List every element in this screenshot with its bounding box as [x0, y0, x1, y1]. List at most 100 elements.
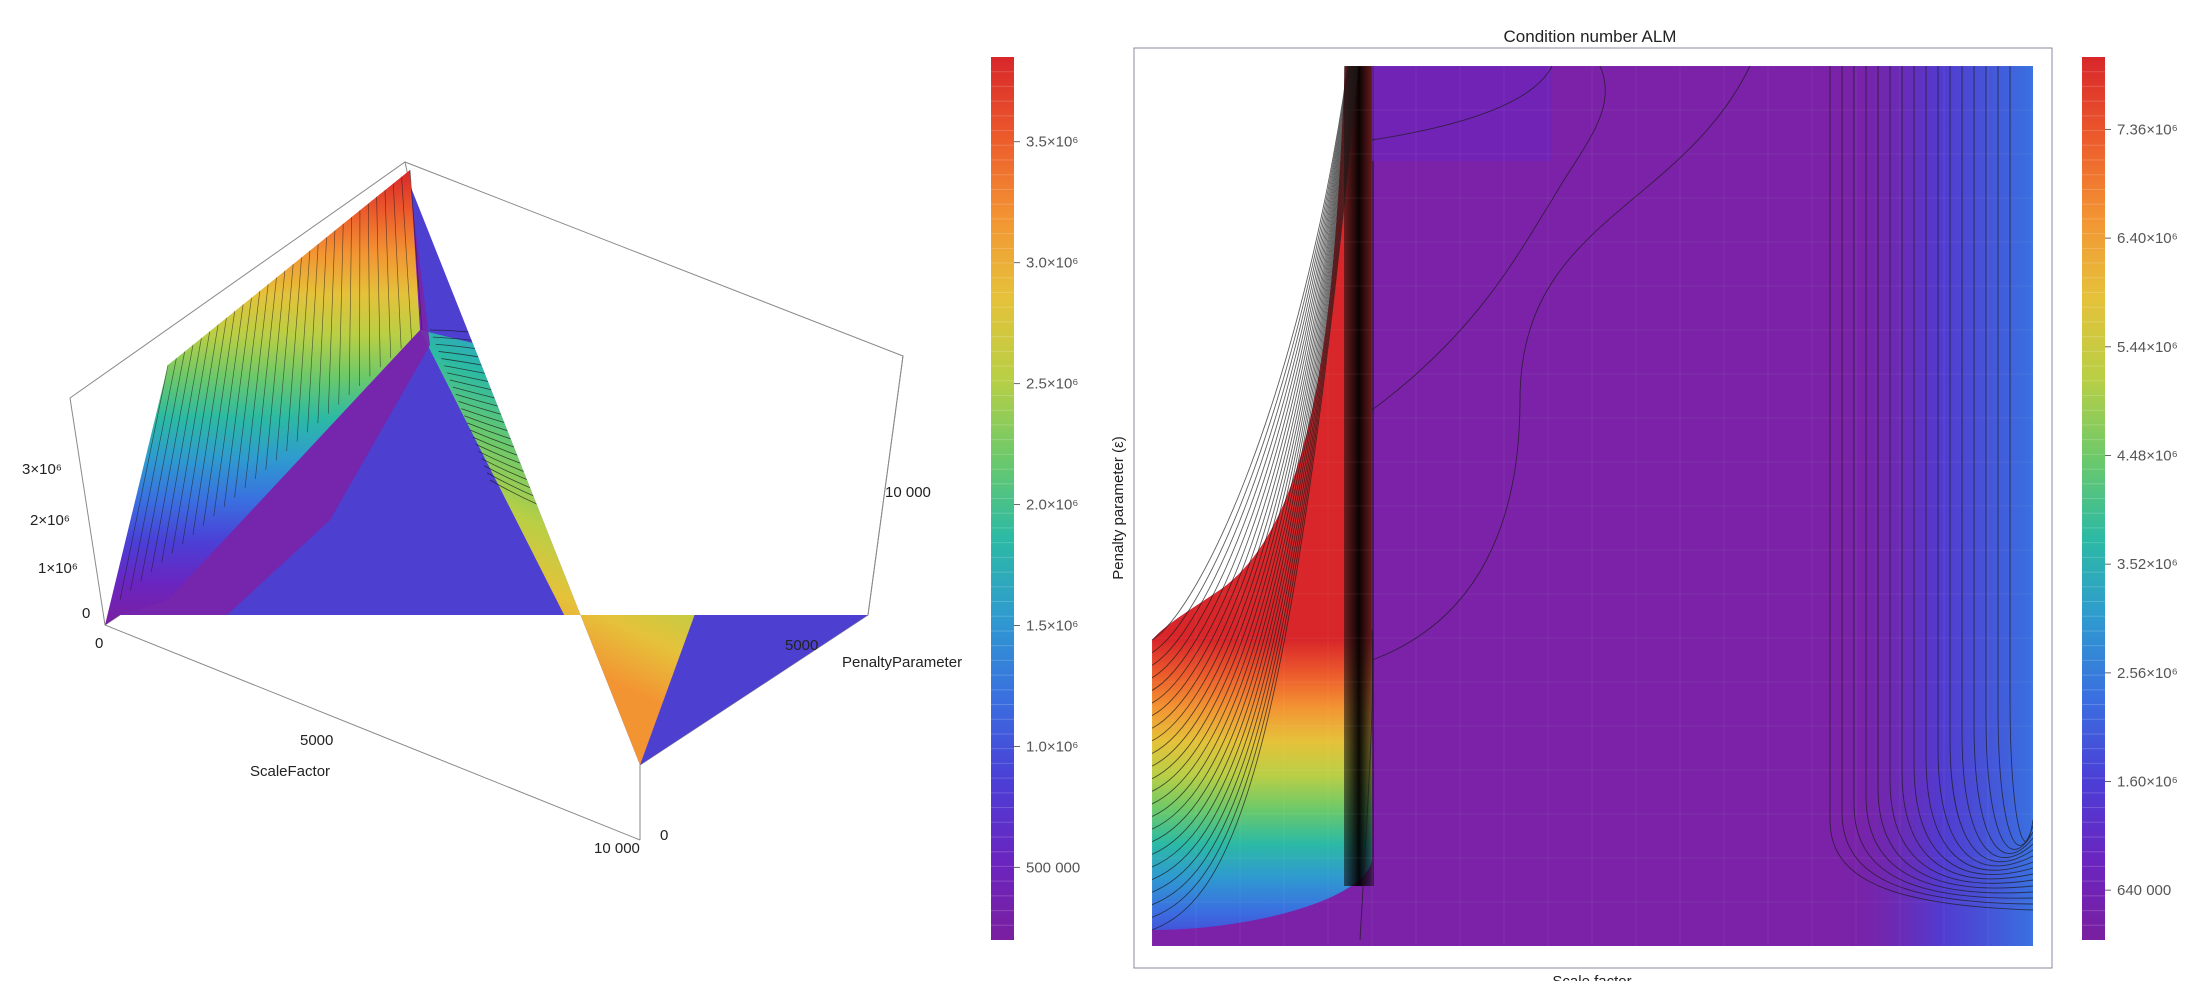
y-tick-label: 10 000 [885, 484, 931, 501]
heatmap-left-lobe [1152, 66, 1372, 930]
z-tick-label: 0 [82, 605, 90, 622]
z-tick-label: 2×10⁶ [30, 512, 70, 529]
heatmap-dark-band [1344, 66, 1374, 886]
heatmap-contour [1925, 66, 2033, 871]
y-tick-label: 5000 [785, 637, 818, 654]
colorbar-tick-label: 640 000 [2117, 882, 2171, 899]
heatmap-contour [1961, 66, 2033, 858]
heatmap-contour [1949, 66, 2033, 863]
surface-contour [478, 451, 868, 509]
colorbar-tick-label: 3.0×10⁶ [1026, 255, 1078, 272]
heatmap-contour [1853, 66, 2033, 899]
heatmap-contour [1152, 66, 1356, 843]
heatmap-y-label: Penalty parameter (ε) [1110, 436, 1127, 579]
heatmap-contour [1841, 66, 2033, 905]
colorbar-tick-label: 3.5×10⁶ [1026, 134, 1078, 151]
wall-mesh-line [192, 317, 227, 535]
surface-contour [486, 472, 868, 533]
colorbar-tick-label: 2.0×10⁶ [1026, 497, 1078, 514]
heatmap-contour [1152, 66, 1352, 717]
y-tick-label: 0 [660, 827, 668, 844]
heatmap-contour [2009, 66, 2033, 842]
heatmap-right-band [1830, 66, 2033, 946]
z-tick-label: 3×10⁶ [22, 461, 62, 478]
colorbar-tick-label: 1.5×10⁶ [1026, 618, 1078, 635]
wall-mesh-line [409, 169, 423, 331]
heatmap-contour [1152, 66, 1349, 641]
wall-mesh-line [171, 331, 211, 554]
surface-plot: 3×10⁶ 2×10⁶ 1×10⁶ 0 0 5000 10 000 ScaleF… [22, 161, 962, 857]
heatmap-contour [1152, 66, 1351, 704]
heatmap-contour [1152, 66, 1352, 729]
heatmap-contour [1913, 66, 2033, 875]
x-tick-label: 10 000 [594, 840, 640, 857]
surface-contour [469, 429, 868, 487]
wall-mesh-line [130, 358, 177, 591]
wall-mesh-line [392, 183, 402, 349]
wall-mesh-line [401, 176, 412, 340]
colorbar-tick-label: 5.44×10⁶ [2117, 339, 2178, 356]
colorbar-tick-label: 3.52×10⁶ [2117, 556, 2178, 573]
heatmap-contour [1371, 66, 1606, 411]
wall-mesh-line [327, 230, 336, 414]
x-tick-label: 0 [95, 635, 103, 652]
wall-mesh-line [119, 364, 169, 601]
heatmap-contour [1152, 66, 1353, 767]
colorbar-tick-label: 7.36×10⁶ [2117, 121, 2178, 138]
surface-contour [475, 443, 868, 501]
wall-mesh-line [384, 190, 392, 358]
heatmap-contour [1889, 66, 2033, 884]
wall-mesh-line [140, 351, 186, 582]
heatmap-contour [1152, 66, 1350, 666]
heatmap-contour [1371, 66, 1553, 141]
heatmap-contour [1359, 629, 1374, 941]
heatmap-contour [1865, 66, 2033, 894]
heatmap-x-label: Scale factor [1552, 973, 1631, 981]
surface-contour [481, 458, 868, 517]
heatmap-contour [1152, 66, 1355, 817]
heatmap-contour [1152, 66, 1351, 691]
colorbar-tick-label: 500 000 [1026, 859, 1080, 876]
colorbar-tick-label: 2.56×10⁶ [2117, 665, 2178, 682]
wall-mesh-line [244, 284, 269, 489]
surface-contour [464, 415, 868, 475]
heatmap-contour [1152, 66, 1358, 906]
heatmap-contour [1901, 66, 2033, 880]
colorbar-tick-label: 1.60×10⁶ [2117, 774, 2178, 791]
heatmap-blank-region [1152, 66, 1345, 640]
heatmap-contour [1152, 66, 1352, 742]
surface-contour [455, 393, 868, 467]
heatmap-contour [1152, 66, 1349, 653]
wall-mesh-line [213, 304, 244, 517]
wall-mesh-line [286, 257, 302, 452]
surface-contour [484, 465, 868, 525]
wall-mesh-line [367, 203, 371, 377]
surface-contour [458, 401, 868, 469]
wall-mesh-line [376, 196, 381, 368]
z-tick-label: 1×10⁶ [38, 560, 78, 577]
surface-contour [472, 436, 868, 493]
wall-mesh-line [150, 344, 194, 573]
heatmap-contour [1152, 66, 1350, 679]
wall-mesh-line [275, 264, 294, 461]
heatmap-contour [1152, 66, 1356, 855]
heatmap-title: Condition number ALM [1504, 27, 1677, 46]
wall-mesh-line [182, 324, 219, 545]
wall-mesh-line [265, 270, 286, 470]
wall-mesh-line [348, 217, 352, 396]
wall-mesh-line [234, 290, 261, 498]
colorbar-tick-label: 6.40×10⁶ [2117, 230, 2178, 247]
heatmap-contour [1937, 66, 2033, 867]
wall-mesh-line [255, 277, 277, 480]
heatmap-contour [1877, 66, 2033, 889]
surface-wall [105, 170, 420, 625]
wall-mesh-line [296, 250, 311, 442]
colorbar-right: 640 000 1.60×10⁶ 2.56×10⁶ 3.52×10⁶ 4.48×10⁶ 5… [2082, 57, 2178, 940]
heatmap-contour [1152, 66, 1358, 893]
heatmap-contour [1152, 66, 1357, 880]
y-axis-label: PenaltyParameter [842, 654, 962, 671]
colorbar-left: 500 000 1.0×10⁶ 1.5×10⁶ 2.0×10⁶ 2.5×10⁶ 3.0×1… [991, 57, 1080, 940]
wall-mesh-line [338, 223, 344, 405]
heatmap-contour [1371, 66, 1751, 661]
wall-mesh-line [223, 297, 252, 507]
